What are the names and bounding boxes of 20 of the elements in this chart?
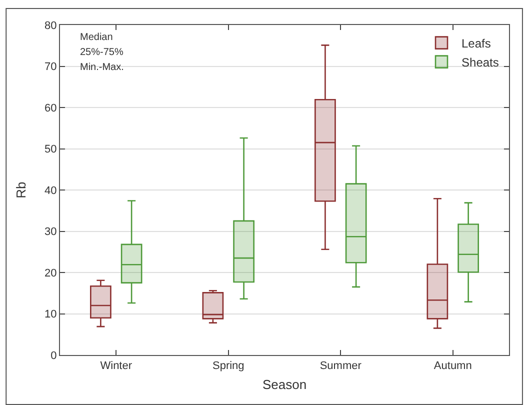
- y-tick-label: 40: [44, 184, 57, 197]
- x-tick-label: Summer: [320, 360, 362, 372]
- annotation: Min.-Max.: [80, 62, 124, 73]
- x-axis-title: Season: [262, 376, 307, 392]
- y-tick-label: 60: [44, 102, 57, 114]
- y-tick-label: 10: [44, 308, 57, 321]
- y-tick-label: 70: [44, 61, 57, 74]
- x-tick-label: Spring: [212, 360, 244, 372]
- y-tick-label: 80: [44, 20, 57, 32]
- annotation: Median: [80, 32, 113, 43]
- annotation: 25%-75%: [80, 47, 124, 58]
- x-tick-label: Autumn: [434, 360, 472, 372]
- x-tick-label: Winter: [100, 360, 132, 372]
- y-tick-label: 20: [44, 267, 57, 280]
- y-tick-label: 30: [44, 226, 57, 238]
- legend-label: Sheats: [462, 55, 499, 70]
- y-tick-label: 0: [50, 350, 57, 362]
- y-tick-label: 50: [44, 144, 57, 156]
- legend-label: Leafs: [462, 36, 491, 50]
- y-axis-title: Rb: [14, 182, 28, 198]
